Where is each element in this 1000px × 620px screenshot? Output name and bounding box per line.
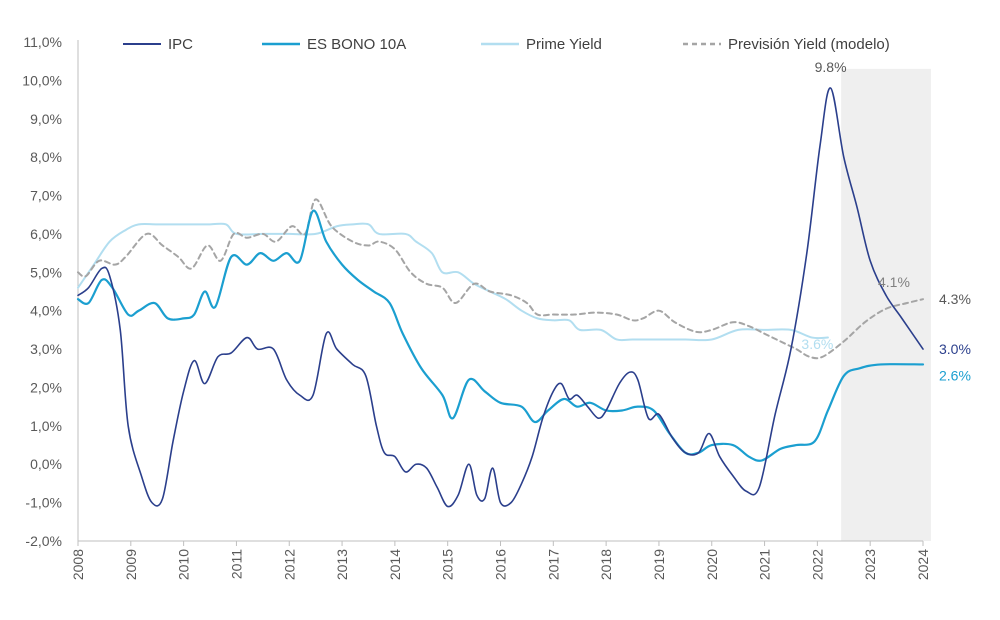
y-tick-label: 4,0% xyxy=(30,303,62,319)
x-tick-label: 2020 xyxy=(704,549,720,580)
forecast-region-layer xyxy=(841,68,931,541)
x-tick-label: 2010 xyxy=(176,549,192,580)
series-line-ipc xyxy=(77,87,924,508)
x-tick-label: 2009 xyxy=(123,549,139,580)
data-label: 2.6% xyxy=(939,367,971,383)
y-tick-label: 11,0% xyxy=(23,34,62,50)
x-tick-label: 2019 xyxy=(651,549,667,580)
x-tick-label: 2008 xyxy=(70,549,86,580)
series-layer xyxy=(76,87,925,508)
y-tick-label: 1,0% xyxy=(30,418,62,434)
x-tick-label: 2012 xyxy=(281,549,297,580)
y-tick-label: 10,0% xyxy=(22,72,62,88)
y-tick-label: 6,0% xyxy=(30,226,62,242)
y-tick-label: -1,0% xyxy=(25,495,62,511)
y-tick-label: 2,0% xyxy=(30,379,62,395)
y-tick-label: 0,0% xyxy=(30,456,62,472)
data-label: 4.1% xyxy=(878,274,910,290)
data-label: 4.3% xyxy=(939,291,971,307)
series-line-prime-yield xyxy=(77,222,829,342)
legend: IPC ES BONO 10A Prime Yield Previsión Yield… xyxy=(123,36,890,53)
x-tick-label: 2023 xyxy=(862,549,878,580)
x-tick-label: 2016 xyxy=(493,549,509,580)
x-tick-label: 2017 xyxy=(545,549,561,580)
data-label: 3.0% xyxy=(939,341,971,357)
y-tick-label: 3,0% xyxy=(30,341,62,357)
x-tick-label: 2011 xyxy=(228,549,244,579)
x-tick-label: 2022 xyxy=(809,549,825,580)
x-tick-label: 2015 xyxy=(440,549,456,580)
series-line-es-bono-10a xyxy=(76,209,925,462)
x-tick-label: 2018 xyxy=(598,549,614,580)
legend-label: Prime Yield xyxy=(526,36,602,53)
legend-label: IPC xyxy=(168,36,193,53)
annotations-layer: 9.8% 4.1% 3.6% 4.3% 3.0% 2.6% xyxy=(801,59,971,383)
y-tick-label: 9,0% xyxy=(30,111,62,127)
legend-label: ES BONO 10A xyxy=(307,36,406,53)
data-label: 3.6% xyxy=(801,336,833,352)
y-tick-label: 5,0% xyxy=(30,264,62,280)
x-tick-label: 2021 xyxy=(757,549,773,580)
forecast-region xyxy=(841,68,931,541)
y-tick-label: 8,0% xyxy=(30,149,62,165)
axes-layer: 11,0% 10,0% 9,0% 8,0% 7,0% 6,0% 5,0% 4,0% 3,0% 2,… xyxy=(22,34,931,580)
legend-label: Previsión Yield (modelo) xyxy=(728,36,890,53)
y-tick-label: -2,0% xyxy=(25,533,62,549)
data-label: 9.8% xyxy=(815,59,847,75)
y-tick-label: 7,0% xyxy=(30,188,62,204)
x-tick-label: 2014 xyxy=(387,549,403,580)
x-tick-label: 2013 xyxy=(334,549,350,580)
x-tick-label: 2024 xyxy=(915,549,931,580)
series-line-previsi-n-yield-modelo xyxy=(77,198,924,360)
